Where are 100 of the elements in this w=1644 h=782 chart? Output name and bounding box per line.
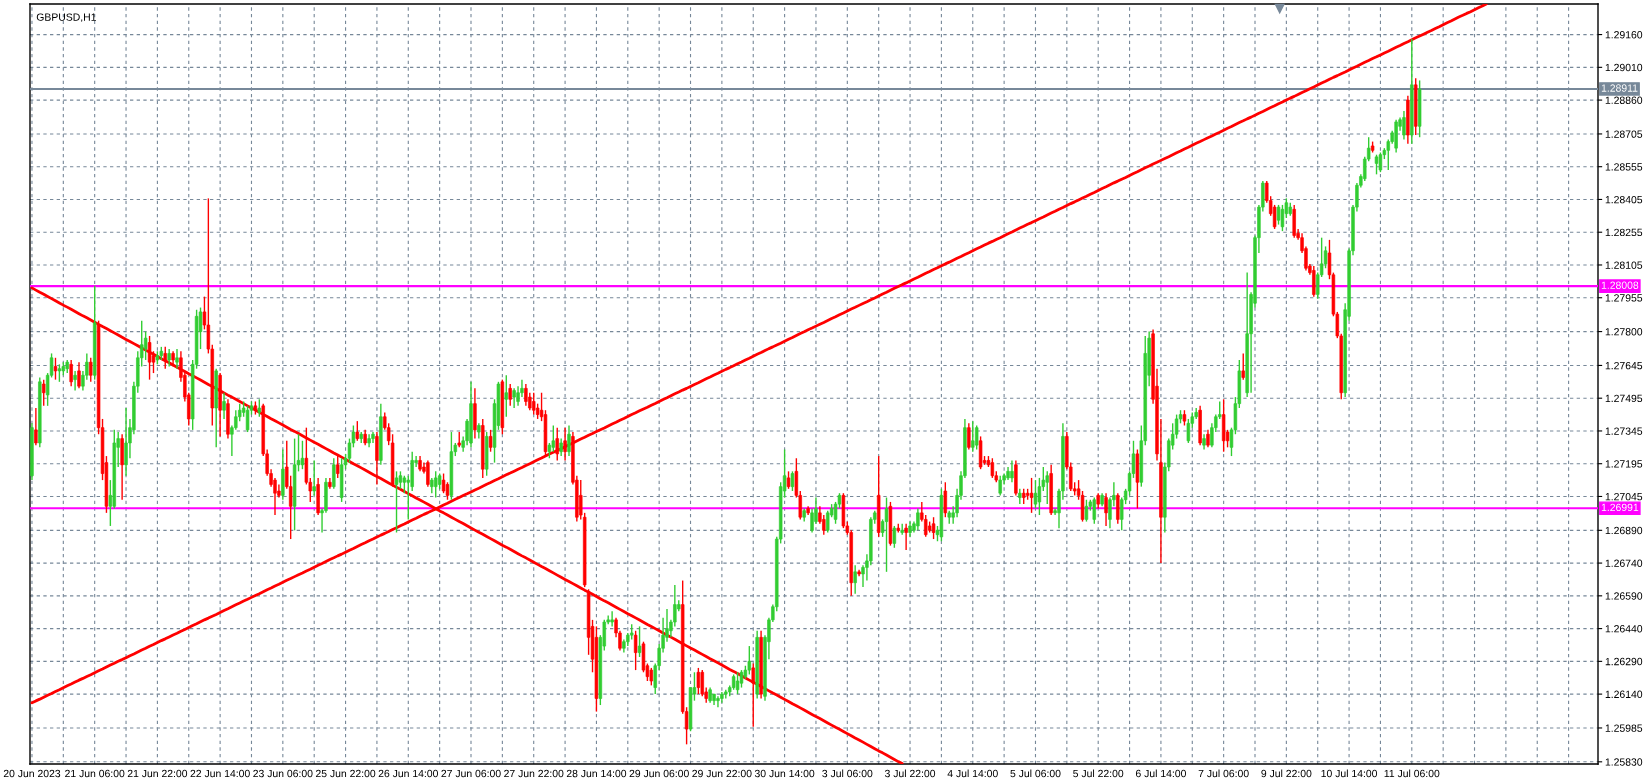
y-tick-label: 1.28405	[1605, 195, 1643, 204]
candlestick	[751, 662, 755, 728]
x-tick-label: 29 Jun 22:00	[692, 769, 752, 778]
candlestick	[696, 667, 701, 695]
y-tick-label: 1.26440	[1605, 625, 1643, 633]
candlestick	[1272, 204, 1277, 230]
candlestick	[633, 630, 638, 671]
y-tick-label: 1.28705	[1605, 130, 1643, 138]
y-tick-label: 1.27800	[1605, 328, 1643, 336]
y-tick-label: 1.29010	[1605, 63, 1643, 72]
candlestick	[853, 564, 857, 595]
y-tick-label: 1.27955	[1605, 294, 1643, 302]
text: GBPUSD,H1	[36, 13, 96, 22]
candlestick	[637, 625, 642, 658]
candlestick	[143, 330, 148, 361]
x-tick-label: 9 Jul 22:00	[1261, 769, 1312, 778]
ref-line-label: 1.28008	[1601, 281, 1639, 289]
candlestick	[790, 470, 795, 492]
y-tick-label: 1.27645	[1605, 361, 1643, 370]
candlestick	[884, 496, 889, 573]
candlestick	[336, 455, 340, 479]
candlestick	[567, 424, 571, 457]
candlestick	[34, 407, 38, 446]
candlestick	[488, 429, 493, 453]
candlestick	[69, 359, 73, 387]
candlestick	[1045, 470, 1049, 505]
candlestick	[245, 405, 250, 433]
y-tick-label: 1.26290	[1605, 657, 1643, 666]
candlestick	[524, 383, 528, 407]
candlestick	[426, 459, 430, 488]
candlestick	[974, 424, 979, 451]
candlestick	[508, 383, 512, 407]
y-tick-label: 1.28555	[1605, 163, 1643, 171]
x-tick-label: 5 Jul 22:00	[1073, 769, 1124, 778]
y-tick-label: 1.28105	[1605, 261, 1643, 269]
x-tick-label: 28 Jun 14:00	[566, 769, 627, 778]
y-tick-label: 1.26890	[1605, 526, 1643, 535]
x-tick-label: 23 Jun 06:00	[253, 769, 313, 778]
candlestick	[73, 370, 77, 392]
candlestick	[163, 346, 167, 370]
candlestick	[1374, 153, 1379, 176]
x-tick-label: 10 Jul 14:00	[1321, 769, 1378, 778]
candlestick	[532, 392, 536, 416]
ref-line-label: 1.28911	[1601, 84, 1638, 92]
candlestick	[747, 645, 752, 676]
candlestick	[916, 507, 920, 532]
x-tick-label: 26 Jun 14:00	[378, 769, 438, 778]
x-tick-label: 27 Jun 06:00	[441, 769, 501, 778]
candlestick	[53, 357, 58, 381]
y-tick-label: 1.29160	[1605, 31, 1643, 39]
y-tick-label: 1.28255	[1605, 228, 1643, 237]
x-tick-label: 27 Jun 22:00	[504, 769, 564, 778]
y-tick-label: 1.25985	[1605, 724, 1643, 732]
candlestick	[147, 335, 152, 381]
x-tick-label: 22 Jun 14:00	[190, 769, 250, 778]
candlestick	[394, 470, 399, 534]
y-tick-label: 1.25830	[1605, 758, 1643, 766]
candlestick	[990, 457, 995, 479]
candlestick	[924, 514, 928, 538]
candlestick	[967, 422, 971, 451]
y-tick-label: 1.27495	[1605, 394, 1643, 403]
x-tick-label: 30 Jun 14:00	[754, 769, 815, 778]
candlestick	[700, 669, 704, 697]
candlestick	[971, 420, 975, 453]
x-tick-label: 21 Jun 22:00	[127, 769, 188, 778]
candlestick	[1084, 499, 1089, 523]
candlestick	[512, 387, 516, 409]
y-tick-label: 1.28860	[1605, 96, 1643, 104]
candlestick	[555, 426, 559, 462]
candlestick	[1378, 151, 1383, 173]
y-tick-label: 1.27045	[1605, 492, 1643, 501]
x-tick-label: 6 Jul 14:00	[1135, 769, 1186, 778]
x-tick-label: 29 Jun 06:00	[629, 769, 689, 778]
x-tick-label: 4 Jul 14:00	[947, 769, 998, 778]
candlestick	[504, 374, 508, 418]
candlestick	[563, 426, 567, 462]
y-tick-label: 1.26590	[1605, 592, 1643, 600]
candlestick	[1092, 496, 1096, 525]
x-tick-label: 3 Jul 22:00	[884, 769, 936, 778]
candlestick	[42, 378, 46, 407]
candlestick	[1280, 204, 1285, 232]
x-tick-label: 7 Jul 06:00	[1198, 769, 1249, 778]
candlestick	[77, 361, 81, 390]
candlestick	[1037, 477, 1042, 516]
candlestick	[1241, 352, 1245, 381]
x-tick-label: 5 Jul 06:00	[1010, 769, 1061, 778]
x-tick-label: 11 Jul 06:00	[1384, 769, 1440, 778]
y-tick-label: 1.27195	[1605, 460, 1643, 468]
candlestick	[175, 348, 179, 370]
x-tick-label: 3 Jul 06:00	[822, 769, 873, 778]
candlestick	[1010, 459, 1014, 483]
candlestick	[124, 407, 128, 477]
candlestick	[904, 523, 908, 551]
x-tick-label: 20 Jun 2023	[3, 769, 61, 778]
candlestick	[312, 459, 316, 497]
candlestick	[998, 475, 1002, 497]
y-tick-label: 1.27345	[1605, 427, 1643, 435]
candlestick	[332, 457, 336, 490]
candlestick	[222, 392, 226, 420]
candlestick	[1186, 418, 1191, 444]
